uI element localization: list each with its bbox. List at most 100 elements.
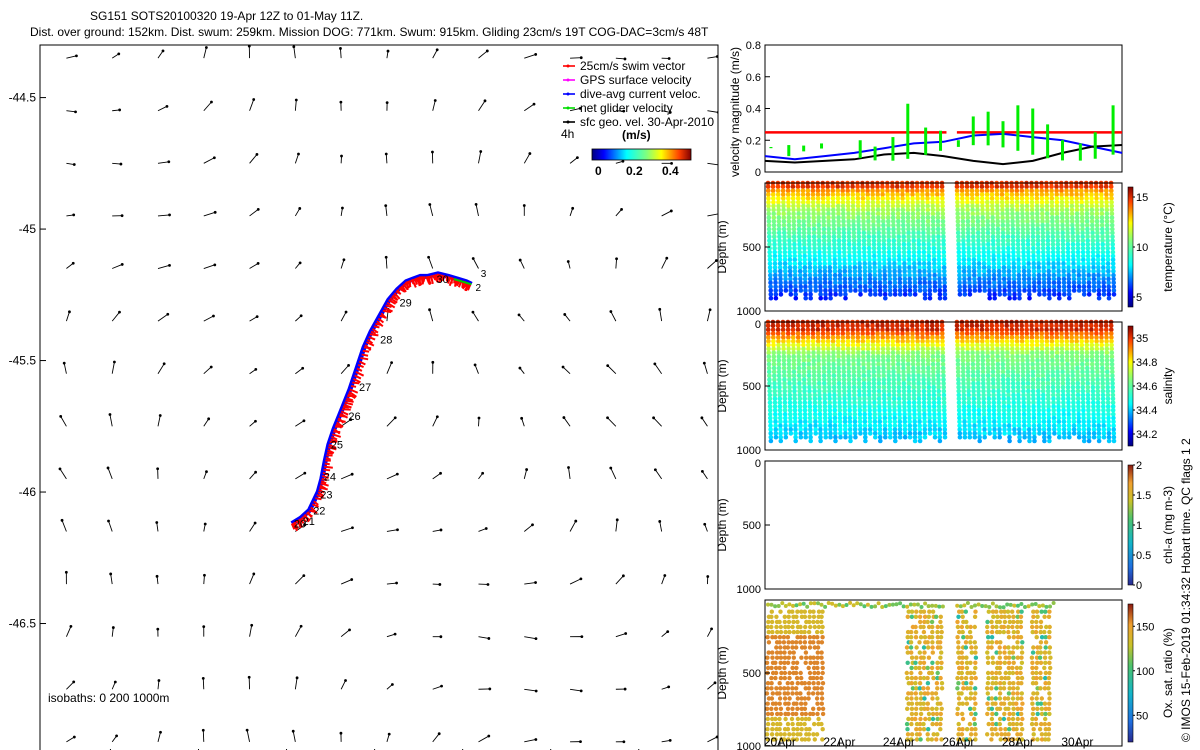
chla-colorbar-tick-label: 0.5	[1136, 550, 1151, 562]
profile-point	[860, 342, 866, 348]
profile-point	[1020, 234, 1026, 240]
profile-point	[860, 338, 866, 344]
current-arrow	[562, 366, 571, 375]
profile-point	[980, 234, 986, 240]
profile-point	[885, 215, 891, 220]
profile-point	[1045, 219, 1050, 224]
isobaths-label: isobaths: 0 200 1000m	[48, 691, 169, 705]
profile-point	[872, 400, 877, 405]
profile-point	[856, 369, 862, 375]
profile-point	[1069, 207, 1075, 213]
current-arrow-head	[155, 521, 159, 524]
profile-point	[1044, 207, 1050, 213]
profile-point	[767, 249, 772, 255]
profile-point	[850, 335, 856, 340]
profile-point	[860, 203, 866, 209]
profile-point	[793, 427, 798, 432]
current-arrow-head	[254, 419, 257, 423]
profile-point	[917, 272, 922, 278]
profile-point	[890, 350, 896, 356]
profile-point	[980, 230, 986, 236]
profile-point	[964, 192, 970, 197]
profile-point	[1024, 203, 1030, 209]
profile-point	[781, 365, 787, 371]
profile-point	[820, 331, 826, 336]
profile-point	[872, 423, 878, 429]
profile-point	[991, 276, 997, 282]
profile-point	[858, 292, 863, 297]
profile-point	[802, 261, 808, 266]
profile-point	[1084, 184, 1089, 190]
profile-point	[1019, 184, 1024, 190]
profile-point	[1111, 438, 1117, 444]
profile-point	[937, 292, 943, 297]
profile-point	[881, 238, 887, 243]
profile-point	[990, 215, 995, 220]
current-arrow	[432, 100, 436, 111]
current-arrow-head	[350, 472, 354, 476]
profile-point	[867, 415, 873, 421]
profile-point	[813, 272, 818, 278]
profile-point	[912, 292, 918, 297]
chla-ytick-label: 1000	[737, 584, 761, 596]
profile-point	[777, 408, 783, 413]
profile-point	[821, 342, 826, 348]
profile-point	[821, 346, 826, 352]
current-arrow-head	[59, 414, 63, 418]
profile-point	[985, 238, 991, 243]
profile-point	[912, 284, 918, 290]
current-arrow	[386, 582, 397, 585]
profile-point	[1065, 234, 1070, 240]
profile-point	[1041, 284, 1047, 290]
profile-point	[778, 423, 783, 429]
profile-point	[856, 358, 861, 363]
profile-point	[837, 388, 842, 394]
profile-point	[1041, 257, 1046, 263]
swim-vector	[377, 317, 385, 324]
profile-point	[1021, 265, 1027, 270]
profile-point	[971, 238, 976, 243]
profile-point	[1090, 249, 1096, 255]
profile-point	[910, 192, 915, 197]
profile-point	[990, 226, 996, 232]
profile-point	[853, 288, 858, 293]
profile-point	[996, 265, 1002, 270]
current-arrow	[66, 736, 75, 743]
profile-point	[812, 238, 817, 243]
profile-point	[766, 350, 771, 356]
profile-point	[901, 604, 906, 609]
profile-point	[960, 196, 965, 201]
profile-point	[772, 269, 778, 274]
profile-point	[773, 604, 778, 609]
profile-point	[852, 249, 857, 255]
profile-point	[826, 346, 831, 352]
profile-point	[1025, 246, 1031, 251]
profile-point	[862, 392, 867, 398]
profile-point	[861, 242, 867, 247]
profile-point	[782, 392, 787, 398]
profile-point	[801, 226, 807, 232]
profile-point	[1100, 238, 1105, 243]
profile-point	[867, 411, 873, 417]
profile-point	[797, 408, 803, 413]
profile-point	[847, 427, 853, 432]
profile-point	[852, 265, 858, 270]
profile-point	[980, 215, 985, 220]
profile-point	[965, 211, 970, 216]
profile-point	[1039, 199, 1045, 205]
profile-point	[835, 327, 841, 333]
profile-point	[1006, 249, 1011, 255]
map-axes-frame	[39, 44, 719, 750]
profile-point	[817, 408, 823, 413]
profile-point	[1002, 284, 1007, 290]
profile-point	[851, 381, 857, 386]
profile-point	[766, 199, 771, 205]
profile-point	[850, 203, 856, 209]
profile-point	[865, 199, 871, 205]
profile-point	[1015, 238, 1021, 243]
profile-point	[937, 288, 943, 293]
profile-point	[866, 388, 872, 394]
profile-point	[813, 280, 818, 286]
profile-point	[1084, 188, 1089, 193]
